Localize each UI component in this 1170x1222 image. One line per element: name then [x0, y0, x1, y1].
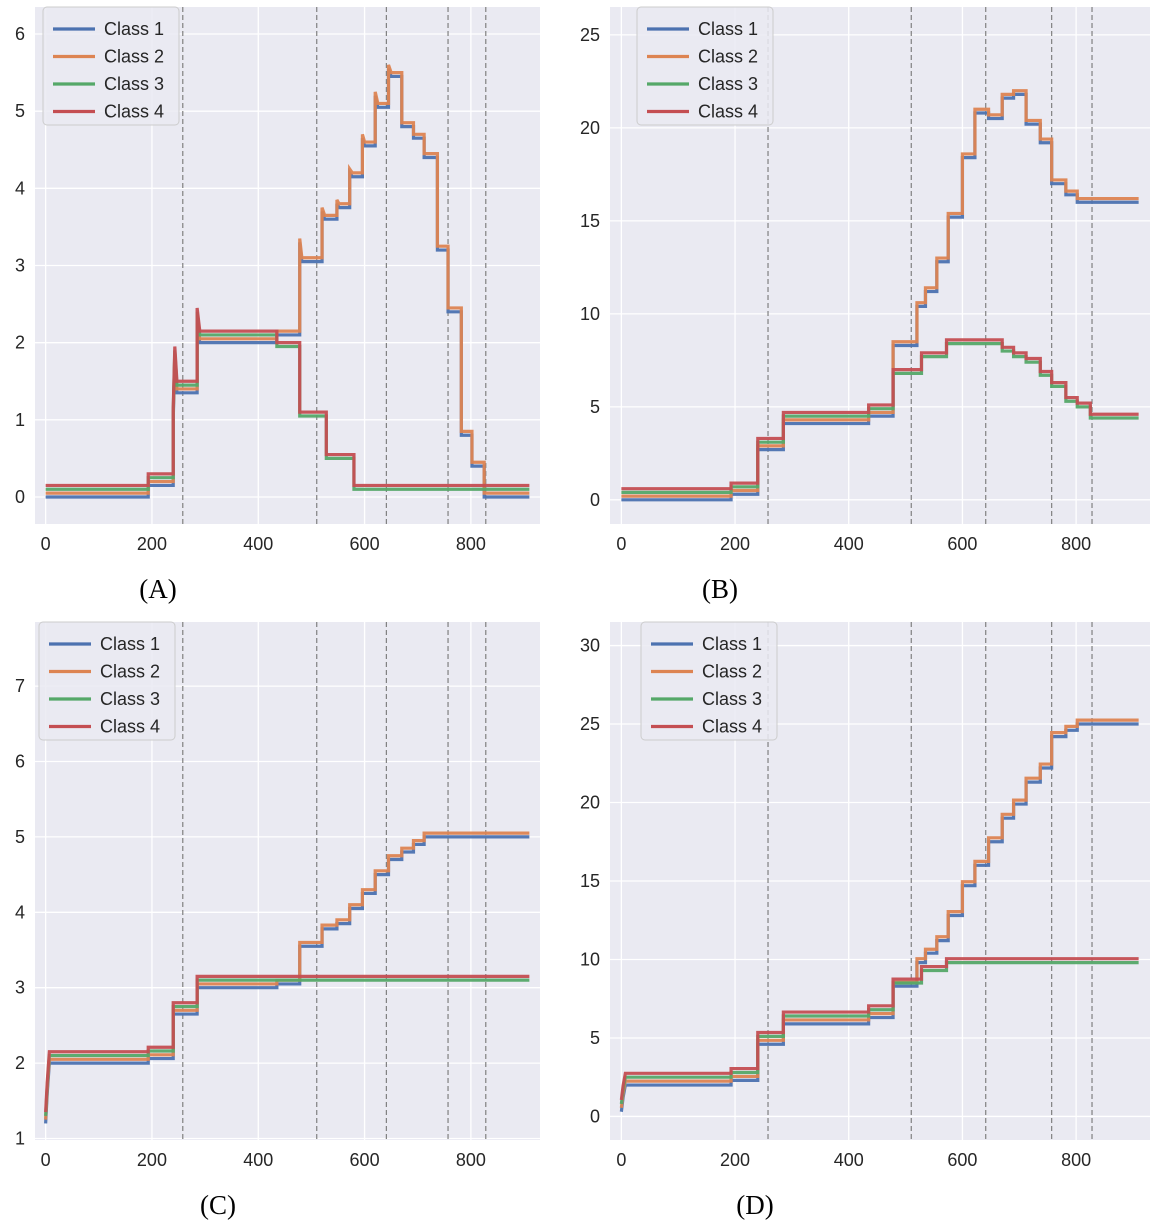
x-tick-label: 800 [456, 534, 486, 554]
x-tick-label: 600 [947, 1150, 977, 1170]
x-tick-label: 600 [350, 1150, 380, 1170]
y-tick-label: 5 [590, 397, 600, 417]
x-tick-label: 600 [350, 534, 380, 554]
y-tick-label: 30 [580, 636, 600, 656]
x-tick-label: 0 [41, 534, 51, 554]
legend-label-class-4: Class 4 [104, 102, 164, 122]
y-tick-label: 5 [15, 827, 25, 847]
series-line-class-4 [44, 974, 530, 1113]
legend-label-class-1: Class 1 [698, 19, 758, 39]
x-tick-label: 400 [834, 534, 864, 554]
legend-box [42, 6, 180, 126]
x-tick-label: 200 [720, 534, 750, 554]
y-tick-label: 10 [580, 949, 600, 969]
y-tick-label: 5 [590, 1028, 600, 1048]
panel-label: (D) [736, 1190, 773, 1220]
legend-box [640, 621, 778, 741]
y-tick-label: 0 [590, 1106, 600, 1126]
legend-label-class-2: Class 2 [702, 662, 762, 682]
y-tick-label: 2 [15, 1053, 25, 1073]
y-tick-label: 4 [15, 178, 25, 198]
y-tick-label: 10 [580, 304, 600, 324]
legend-label-class-3: Class 3 [698, 74, 758, 94]
legend-box [636, 6, 774, 126]
y-tick-label: 6 [15, 751, 25, 771]
y-tick-label: 0 [590, 490, 600, 510]
legend-label-class-2: Class 2 [698, 47, 758, 67]
legend-label-class-4: Class 4 [702, 717, 762, 737]
x-tick-label: 400 [243, 534, 273, 554]
legend: Class 1 Class 2 Class 3 Class 4 [636, 6, 774, 126]
panel-label: (B) [702, 574, 738, 604]
x-tick-label: 200 [137, 1150, 167, 1170]
legend: Class 1 Class 2 Class 3 Class 4 [38, 621, 176, 741]
legend-box [38, 621, 176, 741]
y-tick-label: 25 [580, 714, 600, 734]
y-tick-label: 25 [580, 25, 600, 45]
legend-label-class-2: Class 2 [100, 662, 160, 682]
series-line-class-4 [621, 338, 1139, 491]
y-tick-label: 6 [15, 24, 25, 44]
y-tick-label: 0 [15, 487, 25, 507]
legend: Class 1 Class 2 Class 3 Class 4 [42, 6, 180, 126]
y-tick-label: 7 [15, 676, 25, 696]
legend-label-class-3: Class 3 [702, 689, 762, 709]
y-tick-label: 15 [580, 871, 600, 891]
series-line-class-1 [619, 722, 1139, 1112]
legend-label-class-1: Class 1 [100, 634, 160, 654]
x-tick-label: 0 [41, 1150, 51, 1170]
x-tick-label: 800 [456, 1150, 486, 1170]
legend-label-class-4: Class 4 [698, 102, 758, 122]
legend-label-class-1: Class 1 [702, 634, 762, 654]
y-tick-label: 1 [15, 410, 25, 430]
x-tick-label: 0 [616, 1150, 626, 1170]
legend-label-class-4: Class 4 [100, 717, 160, 737]
series-line-class-4 [619, 957, 1139, 1101]
x-tick-label: 200 [720, 1150, 750, 1170]
y-tick-label: 2 [15, 333, 25, 353]
series-line-class-3 [45, 311, 530, 491]
panel-label: (A) [139, 574, 176, 604]
x-tick-label: 600 [947, 534, 977, 554]
x-tick-label: 400 [243, 1150, 273, 1170]
series-line-class-4 [45, 307, 530, 488]
legend-label-class-2: Class 2 [104, 47, 164, 67]
x-tick-label: 800 [1061, 1150, 1091, 1170]
legend-label-class-1: Class 1 [104, 19, 164, 39]
y-tick-label: 5 [15, 101, 25, 121]
y-tick-label: 1 [15, 1128, 25, 1148]
series-line-class-2 [619, 718, 1139, 1109]
legend-label-class-3: Class 3 [100, 689, 160, 709]
x-tick-label: 200 [137, 534, 167, 554]
y-tick-label: 15 [580, 211, 600, 231]
legend: Class 1 Class 2 Class 3 Class 4 [640, 621, 778, 741]
series-line-class-2 [621, 89, 1139, 498]
y-tick-label: 3 [15, 256, 25, 276]
y-tick-label: 4 [15, 902, 25, 922]
y-tick-label: 20 [580, 793, 600, 813]
x-tick-label: 800 [1061, 534, 1091, 554]
x-tick-label: 0 [616, 534, 626, 554]
x-tick-label: 400 [834, 1150, 864, 1170]
panel-label: (C) [200, 1190, 236, 1220]
series-line-class-3 [619, 961, 1139, 1105]
legend-label-class-3: Class 3 [104, 74, 164, 94]
y-tick-label: 3 [15, 978, 25, 998]
y-tick-label: 20 [580, 118, 600, 138]
